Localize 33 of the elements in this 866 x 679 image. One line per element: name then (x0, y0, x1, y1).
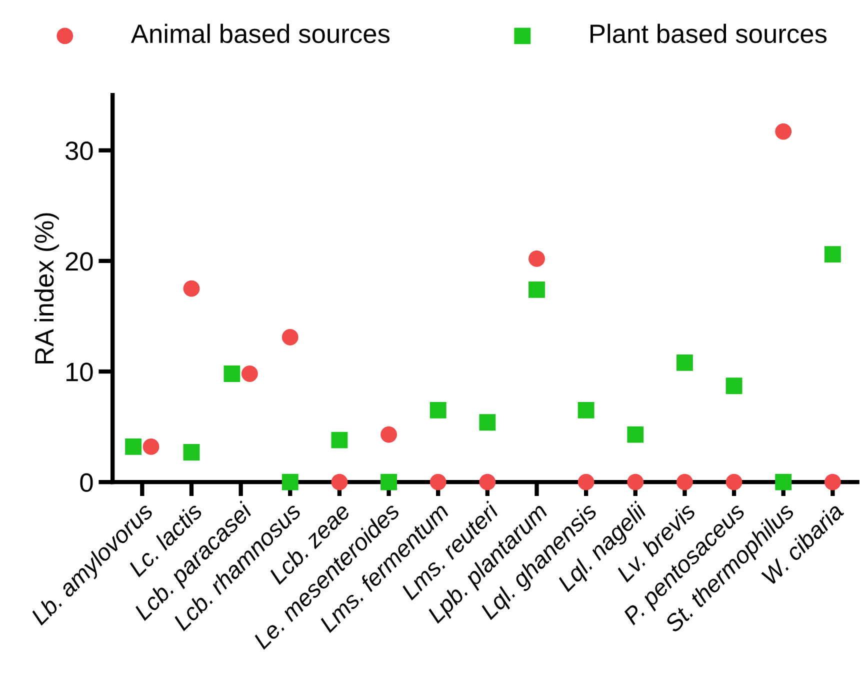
point (183, 280, 200, 297)
point (676, 354, 693, 371)
point (726, 378, 742, 394)
point (479, 474, 496, 490)
y-tick-label: 30 (65, 141, 93, 160)
point (775, 123, 792, 140)
point (479, 414, 496, 431)
point (282, 329, 298, 346)
point (331, 474, 348, 490)
point (726, 474, 742, 490)
point (676, 474, 693, 490)
point (824, 474, 841, 490)
point (380, 426, 397, 443)
point (578, 474, 594, 490)
y-axis-title: RA index (%) (34, 213, 59, 364)
legend-label: Animal based sources (130, 24, 390, 44)
legend-label: Plant based sources (590, 24, 827, 44)
point (331, 432, 348, 448)
point (430, 402, 446, 418)
point (430, 474, 446, 490)
point (528, 281, 545, 298)
point (380, 474, 397, 490)
point (627, 474, 644, 490)
y-tick-label: 10 (66, 362, 93, 382)
point (282, 474, 298, 490)
point (775, 474, 792, 490)
point (578, 402, 594, 418)
point (528, 250, 545, 267)
y-tick-label: 20 (66, 252, 93, 271)
y-tick-label: 0 (80, 473, 93, 492)
point (627, 426, 644, 443)
point (183, 444, 200, 460)
point (824, 246, 841, 263)
